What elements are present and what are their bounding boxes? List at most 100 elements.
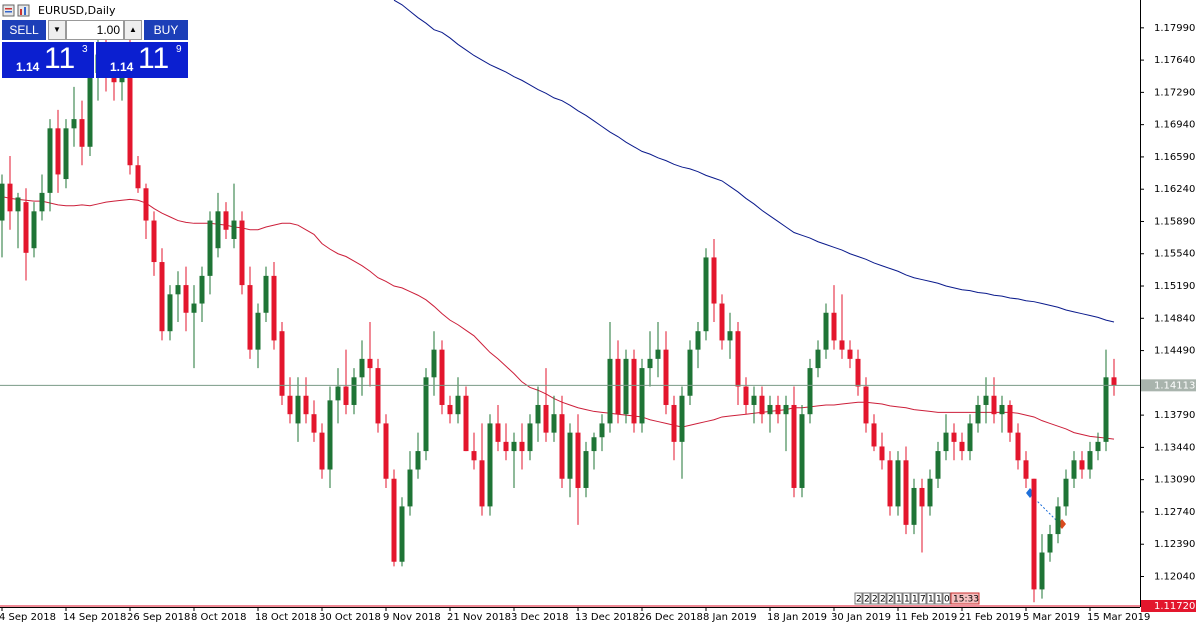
candle-body	[1063, 478, 1069, 507]
ask-quote[interactable]: 1.14 11 9	[96, 42, 188, 78]
bid-big: 1.14	[16, 60, 40, 74]
candle-body	[911, 487, 917, 525]
y-tick-label: 1.12390	[1154, 539, 1195, 550]
window-icons	[2, 4, 30, 17]
window-title: EURUSD,Daily	[38, 4, 116, 17]
candle-body	[15, 197, 21, 212]
candle-body	[1055, 506, 1061, 535]
candle-body	[183, 285, 189, 313]
candle-body	[159, 262, 165, 332]
countdown-digit: 0	[944, 595, 950, 605]
candle-body	[239, 220, 245, 286]
candle-body	[287, 395, 293, 415]
candle-body	[575, 432, 581, 488]
countdown-digit: 2	[864, 595, 870, 605]
sell-button[interactable]: SELL	[2, 20, 46, 40]
y-tick-label: 1.15890	[1154, 216, 1195, 227]
candle-body	[935, 451, 941, 479]
bid-quote[interactable]: 1.14 11 3	[2, 42, 94, 78]
candle-body	[727, 331, 733, 341]
candle-body	[591, 437, 597, 452]
candle-body	[663, 349, 669, 405]
lot-down[interactable]: ▼	[48, 20, 66, 40]
countdown-cell	[902, 592, 911, 605]
lot-up[interactable]: ▲	[124, 20, 142, 40]
candle-body	[695, 331, 701, 350]
candle-body	[799, 414, 805, 488]
candle-body	[271, 275, 277, 341]
x-tick-label: 15 Mar 2019	[1087, 612, 1150, 623]
candle-body	[927, 478, 933, 507]
low-price-label: 1.11720	[1154, 601, 1195, 612]
candle-body	[743, 386, 749, 405]
countdown-digit: 2	[880, 595, 886, 605]
countdown-cell	[894, 592, 903, 605]
candle-body	[455, 395, 461, 415]
candle-body	[807, 368, 813, 415]
lot-input[interactable]: 1.00	[66, 20, 124, 40]
candle-body	[1087, 451, 1093, 470]
candle-body	[1007, 404, 1013, 433]
candle-body	[1071, 460, 1077, 479]
candle-body	[167, 294, 173, 332]
candle-body	[919, 487, 925, 507]
candle-body	[783, 404, 789, 415]
y-tick-label: 1.13090	[1154, 475, 1195, 486]
candle-body	[135, 165, 141, 189]
moving-average	[1, 196, 1115, 440]
candle-body	[383, 423, 389, 479]
candle-body	[543, 404, 549, 433]
candle-body	[39, 192, 45, 212]
x-tick-label: 8 Oct 2018	[191, 612, 246, 623]
bid-pips: 11	[44, 42, 76, 75]
candle-body	[607, 358, 613, 424]
countdown-digit: 1	[912, 595, 918, 605]
candle-body	[847, 349, 853, 359]
ask-pips: 11	[138, 42, 170, 75]
x-tick-label: 30 Oct 2018	[319, 612, 381, 623]
candle-body	[527, 423, 533, 452]
countdown-timer-box	[950, 592, 980, 605]
candle-body	[247, 285, 253, 350]
countdown-cell	[878, 592, 887, 605]
candle-body	[143, 188, 149, 221]
candle-body	[207, 220, 213, 276]
y-tick-label: 1.16940	[1154, 120, 1195, 131]
candle-body	[447, 404, 453, 415]
x-tick-label: 30 Jan 2019	[831, 612, 891, 623]
candle-body	[511, 441, 517, 452]
candle-body	[975, 404, 981, 424]
candle-body	[943, 432, 949, 452]
countdown-cell	[926, 592, 935, 605]
candle-body	[1015, 432, 1021, 461]
candle-body	[895, 460, 901, 507]
candle-body	[127, 63, 133, 166]
countdown-digit: 1	[936, 595, 942, 605]
candle-body	[703, 257, 709, 332]
candle-body	[471, 451, 477, 461]
y-tick-label: 1.16240	[1154, 184, 1195, 195]
y-tick-label: 1.15540	[1154, 249, 1195, 260]
candle-body	[79, 119, 85, 147]
candle-body	[559, 414, 565, 479]
x-tick-label: 18 Oct 2018	[255, 612, 317, 623]
buy-button[interactable]: BUY	[144, 20, 188, 40]
countdown-digit: 2	[888, 595, 894, 605]
countdown-digit: 2	[856, 595, 862, 605]
countdown-digit: 1	[896, 595, 902, 605]
candle-body	[0, 183, 5, 221]
candle-body	[1039, 552, 1045, 590]
y-tick-label: 1.14840	[1154, 313, 1195, 324]
candle-body	[639, 368, 645, 424]
x-tick-label: 14 Sep 2018	[63, 612, 126, 623]
candle-body	[1103, 377, 1109, 442]
x-tick-label: 26 Sep 2018	[127, 612, 190, 623]
countdown-cell	[918, 592, 927, 605]
candle-body	[399, 506, 405, 562]
candle-body	[759, 395, 765, 415]
candle-body	[55, 128, 61, 175]
candle-body	[495, 423, 501, 442]
candle-body	[463, 395, 469, 452]
candle-body	[415, 451, 421, 470]
